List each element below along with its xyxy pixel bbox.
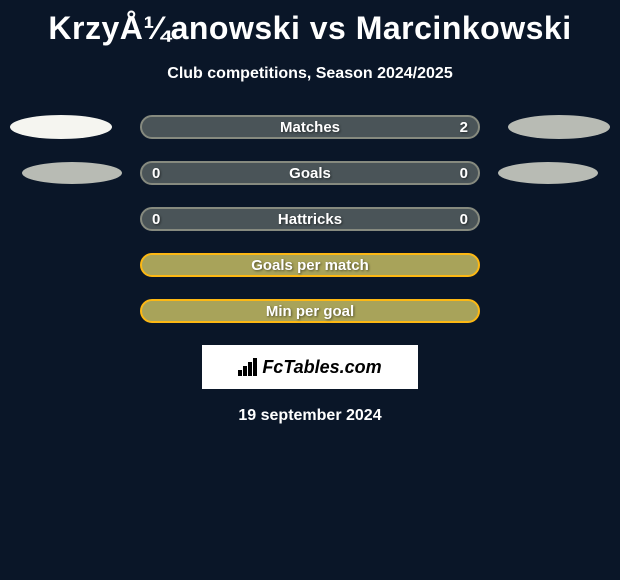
stats-area: Matches 2 0 Goals 0 0 Hattricks 0	[10, 115, 610, 323]
stat-bar-gpm: Goals per match	[140, 253, 480, 277]
stat-row-gpm: Goals per match	[10, 253, 610, 277]
ellipse-left-2	[22, 162, 122, 184]
stat-right-value: 0	[460, 211, 468, 228]
stat-row-goals: 0 Goals 0	[10, 161, 610, 185]
logo-text: FcTables.com	[238, 357, 381, 378]
ellipse-left-1	[10, 115, 112, 139]
stat-row-mpg: Min per goal	[10, 299, 610, 323]
stat-label: Goals per match	[251, 257, 369, 274]
stat-row-matches: Matches 2	[10, 115, 610, 139]
ellipse-right-2	[498, 162, 598, 184]
logo-label: FcTables.com	[262, 357, 381, 378]
page-title: KrzyÅ¼anowski vs Marcinkowski	[10, 0, 610, 47]
stat-label: Goals	[289, 165, 331, 182]
stat-bar-matches: Matches 2	[140, 115, 480, 139]
ellipse-right-1	[508, 115, 610, 139]
logo-box: FcTables.com	[202, 345, 418, 389]
stat-row-hattricks: 0 Hattricks 0	[10, 207, 610, 231]
stat-right-value: 0	[460, 165, 468, 182]
stat-bar-goals: 0 Goals 0	[140, 161, 480, 185]
subtitle: Club competitions, Season 2024/2025	[10, 65, 610, 83]
stat-label: Hattricks	[278, 211, 342, 228]
date-text: 19 september 2024	[10, 407, 610, 425]
stat-right-value: 2	[460, 119, 468, 136]
stat-left-value: 0	[152, 211, 160, 228]
stat-bar-mpg: Min per goal	[140, 299, 480, 323]
chart-icon	[238, 358, 258, 376]
stat-bar-hattricks: 0 Hattricks 0	[140, 207, 480, 231]
stat-label: Min per goal	[266, 303, 354, 320]
stat-left-value: 0	[152, 165, 160, 182]
stat-label: Matches	[280, 119, 340, 136]
